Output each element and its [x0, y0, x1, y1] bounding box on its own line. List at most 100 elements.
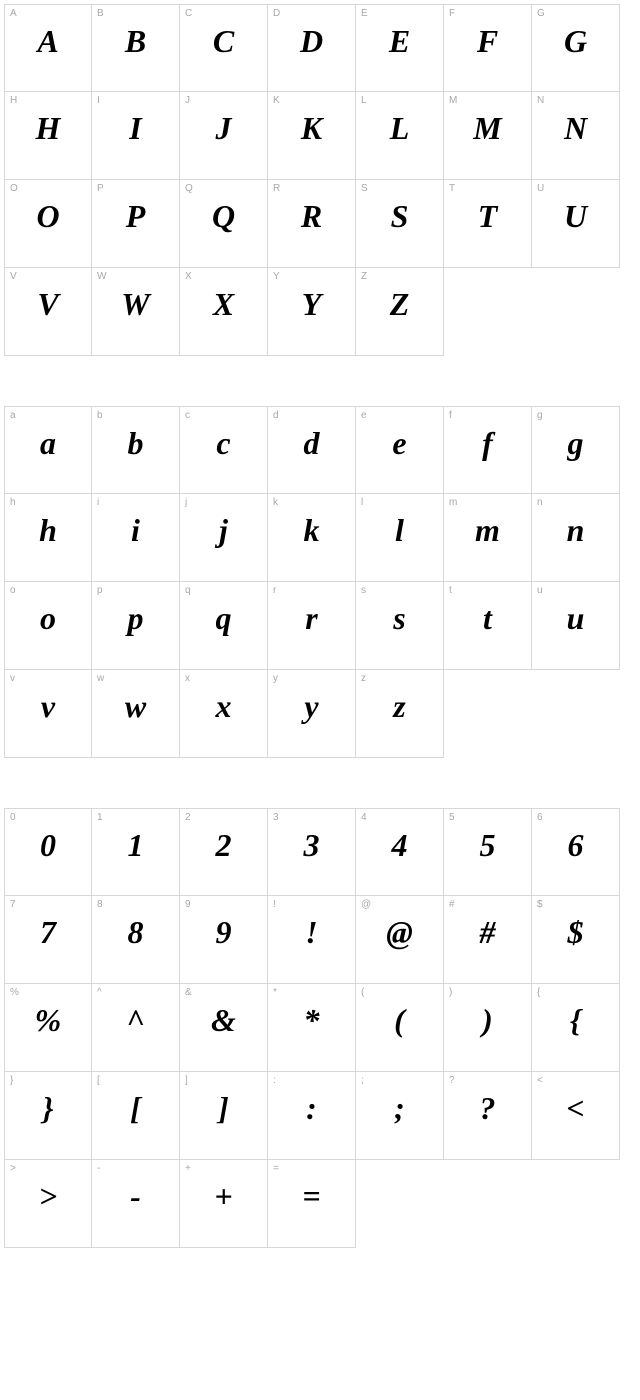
glyph: 2	[180, 823, 267, 867]
glyph-cell: !!	[268, 896, 356, 984]
glyph: 9	[180, 910, 267, 954]
glyph: u	[532, 596, 619, 640]
glyph-cell: PP	[92, 180, 180, 268]
glyph-cell: kk	[268, 494, 356, 582]
glyph: x	[180, 684, 267, 728]
glyph: g	[532, 421, 619, 465]
glyph: M	[444, 106, 531, 150]
grid-uppercase: AABBCCDDEEFFGGHHIIJJKKLLMMNNOOPPQQRRSSTT…	[4, 4, 636, 356]
glyph: w	[92, 684, 179, 728]
glyph-cell: 00	[4, 808, 92, 896]
glyph: s	[356, 596, 443, 640]
corner-label: 5	[449, 812, 455, 823]
glyph-cell: CC	[180, 4, 268, 92]
glyph: 0	[5, 823, 91, 867]
glyph-cell: 11	[92, 808, 180, 896]
glyph: 4	[356, 823, 443, 867]
glyph-cell: }}	[4, 1072, 92, 1160]
glyph: 1	[92, 823, 179, 867]
glyph-cell: oo	[4, 582, 92, 670]
corner-label: r	[273, 585, 276, 596]
corner-label: I	[97, 95, 100, 106]
glyph-cell: 22	[180, 808, 268, 896]
glyph-cell: TT	[444, 180, 532, 268]
glyph-cell: XX	[180, 268, 268, 356]
glyph-cell: MM	[444, 92, 532, 180]
corner-label: :	[273, 1075, 276, 1086]
glyph: T	[444, 194, 531, 238]
corner-label: Y	[273, 271, 280, 282]
glyph: e	[356, 421, 443, 465]
corner-label: P	[97, 183, 104, 194]
glyph-cell: LL	[356, 92, 444, 180]
corner-label: +	[185, 1163, 191, 1174]
glyph: +	[180, 1174, 267, 1218]
glyph-cell: {{	[532, 984, 620, 1072]
glyph: Q	[180, 194, 267, 238]
glyph: Y	[268, 282, 355, 326]
corner-label: %	[10, 987, 19, 998]
glyph-cell: [[	[92, 1072, 180, 1160]
corner-label: p	[97, 585, 103, 596]
glyph: f	[444, 421, 531, 465]
glyph: ;	[356, 1086, 443, 1130]
glyph: !	[268, 910, 355, 954]
corner-label: c	[185, 410, 190, 421]
glyph: a	[5, 421, 91, 465]
corner-label: m	[449, 497, 457, 508]
glyph: S	[356, 194, 443, 238]
corner-label: -	[97, 1163, 100, 1174]
glyph: -	[92, 1174, 179, 1218]
glyph: k	[268, 508, 355, 552]
corner-label: s	[361, 585, 366, 596]
corner-label: z	[361, 673, 366, 684]
corner-label: H	[10, 95, 17, 106]
corner-label: V	[10, 271, 17, 282]
corner-label: S	[361, 183, 368, 194]
glyph: 7	[5, 910, 91, 954]
corner-label: D	[273, 8, 280, 19]
glyph: h	[5, 508, 91, 552]
glyph-cell: zz	[356, 670, 444, 758]
corner-label: &	[185, 987, 192, 998]
glyph: @	[356, 910, 443, 954]
character-map-page: AABBCCDDEEFFGGHHIIJJKKLLMMNNOOPPQQRRSSTT…	[0, 0, 640, 1302]
glyph: $	[532, 910, 619, 954]
corner-label: A	[10, 8, 17, 19]
glyph: q	[180, 596, 267, 640]
glyph: [	[92, 1086, 179, 1130]
corner-label: j	[185, 497, 187, 508]
glyph: r	[268, 596, 355, 640]
glyph-cell: **	[268, 984, 356, 1072]
glyph: F	[444, 19, 531, 63]
corner-label: $	[537, 899, 543, 910]
glyph-cell: >>	[4, 1160, 92, 1248]
glyph-cell: ee	[356, 406, 444, 494]
glyph: X	[180, 282, 267, 326]
glyph-cell: JJ	[180, 92, 268, 180]
corner-label: h	[10, 497, 16, 508]
glyph-cell: DD	[268, 4, 356, 92]
glyph: #	[444, 910, 531, 954]
glyph: n	[532, 508, 619, 552]
glyph: %	[5, 998, 91, 1042]
corner-label: w	[97, 673, 104, 684]
glyph: D	[268, 19, 355, 63]
glyph-cell: vv	[4, 670, 92, 758]
glyph-cell: gg	[532, 406, 620, 494]
glyph: l	[356, 508, 443, 552]
glyph-cell: RR	[268, 180, 356, 268]
corner-label: W	[97, 271, 106, 282]
glyph: :	[268, 1086, 355, 1130]
glyph: >	[5, 1174, 91, 1218]
corner-label: g	[537, 410, 543, 421]
glyph-cell: ))	[444, 984, 532, 1072]
glyph-cell: VV	[4, 268, 92, 356]
glyph-cell: ]]	[180, 1072, 268, 1160]
glyph-cell: yy	[268, 670, 356, 758]
corner-label: R	[273, 183, 280, 194]
corner-label: d	[273, 410, 279, 421]
corner-label: o	[10, 585, 16, 596]
glyph: <	[532, 1086, 619, 1130]
corner-label: 4	[361, 812, 367, 823]
